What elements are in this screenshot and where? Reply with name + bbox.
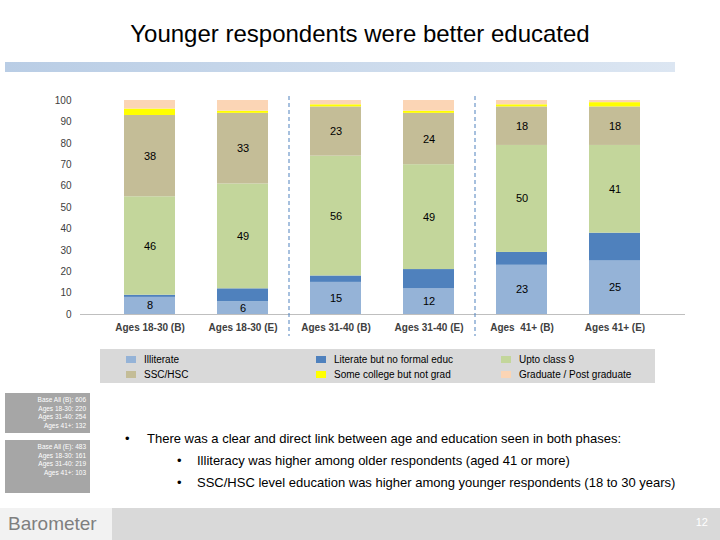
svg-text:10: 10 — [60, 287, 72, 298]
svg-text:12: 12 — [423, 295, 435, 307]
html-text:Illiterate: Illiterate — [144, 353, 179, 365]
html-text:Graduate / Post graduate: Graduate / Post graduate — [519, 369, 632, 380]
svg-text:Ages 18-30 (E): Ages 18-30 (E) — [209, 322, 278, 333]
svg-text:50: 50 — [60, 202, 72, 213]
html-text:Ages 18-30: 220: Ages 18-30: 220 — [38, 404, 86, 412]
svg-text:Ages 41+ (B): Ages 41+ (B) — [490, 322, 554, 333]
svg-text:15: 15 — [330, 292, 342, 304]
svg-text:41: 41 — [609, 183, 621, 195]
svg-text:24: 24 — [423, 133, 435, 145]
svg-text:Ages 31-40 (E): Ages 31-40 (E) — [395, 322, 464, 333]
html-text:Younger respondents were bette: Younger respondents were better educated — [130, 20, 590, 47]
svg-text:Ages 31-40 (B): Ages 31-40 (B) — [301, 322, 370, 333]
svg-text:6: 6 — [240, 302, 246, 314]
svg-text:56: 56 — [330, 210, 342, 222]
svg-text:40: 40 — [60, 223, 72, 234]
html-text:Ages 41+: 132: Ages 41+: 132 — [43, 421, 86, 429]
html-text:Literate but no formal educ: Literate but no formal educ — [334, 353, 453, 365]
svg-text:100: 100 — [55, 95, 72, 106]
svg-text:50: 50 — [516, 192, 528, 204]
html-text:Base All (E): 483: Base All (E): 483 — [37, 443, 86, 450]
html-text:Upto class 9: Upto class 9 — [519, 353, 574, 365]
html-text:Ages 31-40: 219: Ages 31-40: 219 — [38, 460, 86, 467]
html-text:Ages 18-30: 161: Ages 18-30: 161 — [38, 451, 86, 459]
html-text:Some college but not grad: Some college but not grad — [334, 369, 451, 380]
svg-text:49: 49 — [237, 230, 249, 242]
svg-text:30: 30 — [60, 245, 72, 256]
svg-text:80: 80 — [60, 138, 72, 149]
svg-text:Ages 41+ (E): Ages 41+ (E) — [585, 322, 645, 333]
html-text:SSC/HSC level education was hi: SSC/HSC level education was higher among… — [197, 475, 676, 490]
svg-text:60: 60 — [60, 180, 72, 191]
html-text:Barometer: Barometer — [8, 513, 97, 534]
html-text:Base All (B): 606: Base All (B): 606 — [37, 396, 86, 403]
html-text:SSC/HSC: SSC/HSC — [144, 369, 189, 380]
svg-text:0: 0 — [66, 309, 72, 320]
html-text:Ages 41+: 103: Ages 41+: 103 — [43, 468, 86, 476]
html-text:Ages 31-40: 254: Ages 31-40: 254 — [38, 413, 86, 420]
html-text:There was a clear and direct l: There was a clear and direct link betwee… — [147, 431, 622, 446]
svg-text:25: 25 — [609, 281, 621, 293]
html-text:Illiteracy was higher among ol: Illiteracy was higher among older respon… — [197, 453, 570, 468]
svg-text:38: 38 — [144, 150, 156, 162]
svg-text:18: 18 — [516, 120, 528, 132]
svg-text:46: 46 — [144, 240, 156, 252]
svg-text:Ages 18-30 (B): Ages 18-30 (B) — [115, 322, 184, 333]
svg-text:33: 33 — [237, 142, 249, 154]
svg-text:18: 18 — [609, 120, 621, 132]
svg-text:90: 90 — [60, 116, 72, 127]
svg-text:23: 23 — [516, 283, 528, 295]
svg-text:49: 49 — [423, 211, 435, 223]
html-text:12: 12 — [695, 516, 708, 528]
svg-text:8: 8 — [147, 299, 153, 311]
svg-text:20: 20 — [60, 266, 72, 277]
svg-text:70: 70 — [60, 159, 72, 170]
svg-text:23: 23 — [330, 125, 342, 137]
